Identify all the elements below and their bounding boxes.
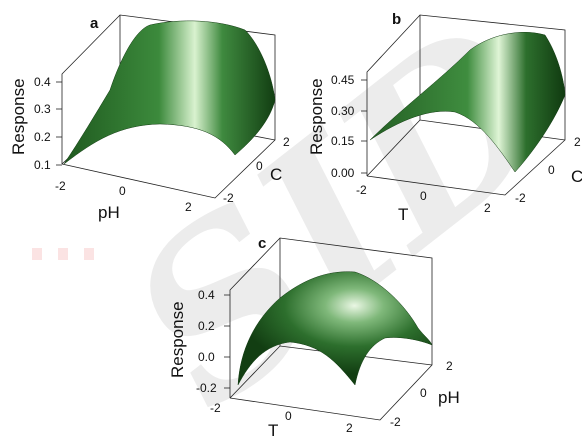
panel-a-x-tick: 2 <box>185 200 192 214</box>
panel-c-x-label: T <box>268 421 278 437</box>
panel-c-z-ticks: -0.2 0.0 0.2 0.4 <box>196 288 230 395</box>
panel-a-y-tick: 0 <box>256 159 263 173</box>
panel-b-z-ticks: 0.00 0.15 0.30 0.45 <box>331 73 367 180</box>
panel-a-z-tick: 0.4 <box>34 75 51 89</box>
panel-b-z-tick: 0.30 <box>331 104 355 118</box>
panel-a-x-tick: -2 <box>55 179 66 193</box>
panel-a-y-ticks: -2 0 2 <box>223 135 290 205</box>
panel-b-x-label: T <box>398 205 408 224</box>
panel-b-y-label: C <box>571 167 582 186</box>
panel-c-label: c <box>258 235 266 252</box>
panel-a-x-label: pH <box>98 203 120 222</box>
panel-a-z-ticks: 0.1 0.2 0.3 0.4 <box>34 75 62 172</box>
panel-c-z-tick: 0.2 <box>198 319 215 333</box>
panel-c-z-tick: 0.4 <box>198 288 215 302</box>
panel-c-z-label: Response <box>168 301 187 378</box>
panel-b-z-tick: 0.45 <box>331 73 355 87</box>
watermark-dot <box>84 248 94 260</box>
panel-c-y-tick: 0 <box>420 386 427 400</box>
panel-c-y-tick: -2 <box>390 415 401 429</box>
panel-b-x-tick: 0 <box>420 189 427 203</box>
panel-c-y-label: pH <box>438 388 460 407</box>
panel-a-x-tick: 0 <box>119 184 126 198</box>
watermark-dot <box>58 248 68 260</box>
panel-c-x-tick: 0 <box>285 409 292 423</box>
panel-b-x-tick: 2 <box>484 201 491 215</box>
panel-a-y-label: C <box>270 165 282 184</box>
panel-b-x-tick: -2 <box>356 183 367 197</box>
panel-c-x-tick: -2 <box>210 401 221 415</box>
panel-a-z-tick: 0.1 <box>34 158 51 172</box>
panel-c-surface <box>237 271 433 386</box>
panel-c-y-ticks: -2 0 2 <box>390 359 453 429</box>
watermark-dot <box>32 248 42 260</box>
panel-b-z-label: Response <box>307 78 326 155</box>
panel-b-z-tick: 0.00 <box>331 166 355 180</box>
panel-a-y-tick: 2 <box>283 135 290 149</box>
panel-a-y-tick: -2 <box>223 191 234 205</box>
panel-c-x-ticks: -2 0 2 <box>210 401 353 435</box>
panel-b-z-tick: 0.15 <box>331 134 355 148</box>
panel-b-surface <box>369 32 566 173</box>
panel-b-x-ticks: -2 0 2 <box>356 183 491 215</box>
panel-b-y-tick: 0 <box>548 163 555 177</box>
panel-a-label: a <box>90 15 99 32</box>
panel-c-x-tick: 2 <box>346 421 353 435</box>
panel-b-label: b <box>392 11 401 28</box>
panel-a-surface <box>63 20 276 165</box>
panel-c-z-tick: -0.2 <box>196 381 217 395</box>
panel-b-y-ticks: -2 0 2 <box>515 135 581 205</box>
panel-b-y-tick: -2 <box>515 191 526 205</box>
panel-a-z-label: Response <box>9 78 28 155</box>
panel-b: b 0.00 0.15 0.30 0.45 Response -2 0 2 T … <box>307 11 582 224</box>
panel-c-z-tick: 0.0 <box>198 350 215 364</box>
panel-b-y-tick: 2 <box>574 135 581 149</box>
panel-a-z-tick: 0.2 <box>34 130 51 144</box>
panel-c: c -0.2 0.0 0.2 0.4 Response -2 0 2 T -2 … <box>168 235 460 437</box>
panel-a-z-tick: 0.3 <box>34 102 51 116</box>
panel-a-x-ticks: -2 0 2 <box>55 179 192 214</box>
panel-a: a 0.1 0.2 0.3 0.4 Response -2 0 2 pH -2 … <box>9 14 290 222</box>
panel-c-y-tick: 2 <box>446 359 453 373</box>
